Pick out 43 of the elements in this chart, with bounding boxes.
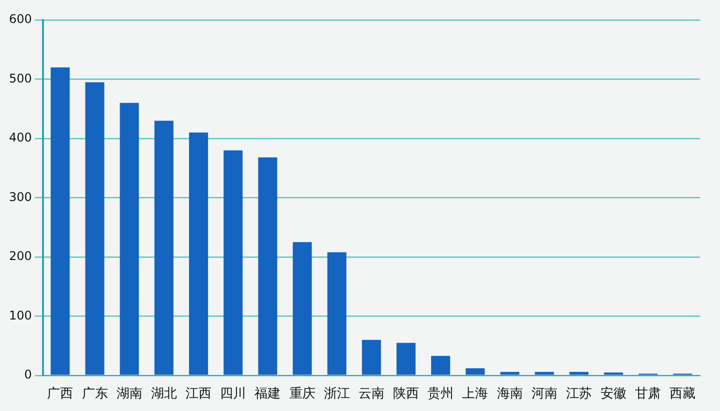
x-tick-label: 上海 <box>462 386 488 402</box>
x-tick-label: 重庆 <box>289 386 316 402</box>
x-tick-label: 江西 <box>186 386 212 402</box>
bar <box>362 340 381 375</box>
x-tick-label: 广西 <box>47 386 74 402</box>
bar <box>224 150 243 375</box>
bar <box>431 356 450 375</box>
x-tick-label: 江苏 <box>566 386 592 402</box>
x-tick-label: 河南 <box>531 386 558 402</box>
x-tick-label: 甘肃 <box>635 386 662 402</box>
y-tick-label: 600 <box>9 12 32 26</box>
bar <box>258 157 278 375</box>
y-tick-label: 100 <box>9 308 32 322</box>
x-tick-label: 西藏 <box>670 386 696 402</box>
bar <box>50 67 70 375</box>
x-tick-label: 陕西 <box>393 386 420 402</box>
bar <box>604 372 624 375</box>
y-tick-label: 500 <box>9 71 32 86</box>
bar <box>154 120 174 375</box>
x-tick-label: 广东 <box>82 386 108 402</box>
x-tick-label: 云南 <box>358 386 384 402</box>
bar <box>466 368 485 375</box>
bar <box>85 82 104 375</box>
x-tick-label: 贵州 <box>428 386 454 402</box>
x-tick-label: 浙江 <box>324 386 350 402</box>
bar <box>327 252 346 375</box>
bar <box>120 102 139 375</box>
bar <box>189 132 208 375</box>
x-tick-label: 湖北 <box>150 386 177 402</box>
bar <box>534 372 554 375</box>
x-tick-label: 湖南 <box>116 386 142 402</box>
x-tick-label: 海南 <box>496 386 523 402</box>
y-tick-label: 400 <box>9 130 32 145</box>
x-tick-label: 四川 <box>220 386 246 402</box>
x-tick-label: 安徽 <box>600 386 627 402</box>
bar <box>569 372 588 375</box>
bar <box>500 372 520 375</box>
bar <box>396 342 416 375</box>
y-tick-label: 300 <box>9 190 32 204</box>
y-tick-label: 0 <box>24 368 32 382</box>
x-tick-label: 福建 <box>254 386 281 402</box>
bar <box>292 242 312 375</box>
y-tick-label: 200 <box>9 249 32 264</box>
